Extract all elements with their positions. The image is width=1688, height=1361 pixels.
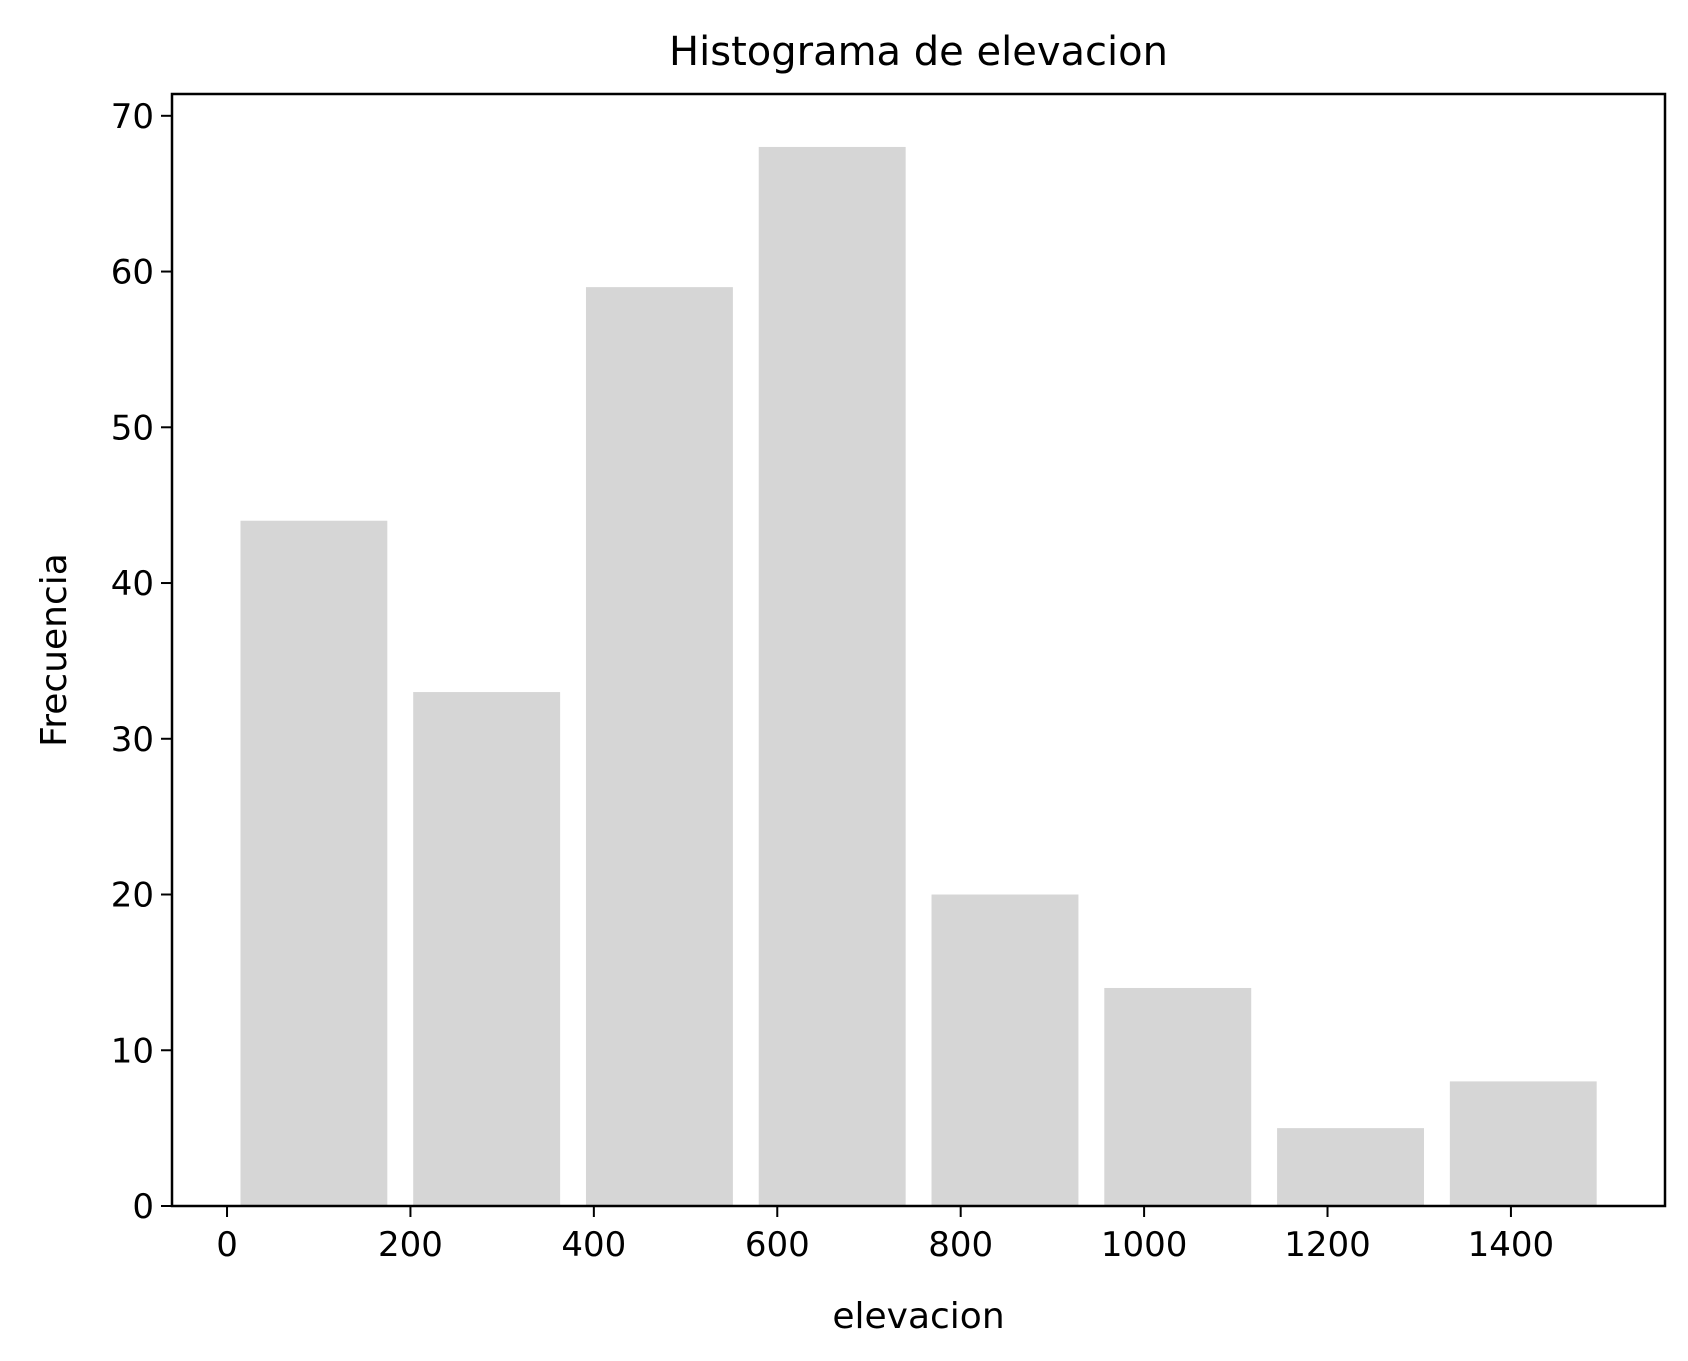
chart-title: Histograma de elevacion: [669, 29, 1168, 75]
x-tick-label: 0: [216, 1225, 238, 1265]
histogram-bar-5: [931, 894, 1079, 1206]
histogram-bar-1: [240, 520, 388, 1206]
y-axis-ticks: 0 10 20 30 40 50 60 70: [111, 97, 172, 1227]
y-axis-label: Frecuencia: [34, 553, 75, 747]
y-tick-label: 0: [132, 1187, 154, 1227]
x-tick-label: 800: [928, 1225, 993, 1265]
x-tick-label: 200: [378, 1225, 443, 1265]
bars-group: [240, 146, 1597, 1206]
histogram-bar-7: [1277, 1128, 1424, 1206]
x-tick-label: 400: [561, 1225, 626, 1265]
y-tick-label: 70: [111, 97, 154, 137]
y-tick-label: 40: [111, 564, 154, 604]
histogram-bar-2: [413, 692, 561, 1206]
y-tick-label: 60: [111, 253, 154, 293]
histogram-bar-4: [758, 146, 906, 1206]
y-tick-label: 20: [111, 876, 154, 916]
x-tick-label: 1000: [1101, 1225, 1188, 1265]
histogram-bar-3: [585, 287, 733, 1206]
y-tick-label: 30: [111, 720, 154, 760]
histogram-bar-6: [1104, 987, 1252, 1206]
y-tick-label: 50: [111, 408, 154, 448]
x-tick-label: 1400: [1468, 1225, 1555, 1265]
plot-frame: [170, 92, 1667, 1208]
histogram-bar-8: [1449, 1081, 1597, 1206]
x-axis-ticks: 0 200 400 600 800 1000 1200 1400: [216, 1206, 1554, 1265]
x-tick-label: 600: [745, 1225, 810, 1265]
x-axis-label: elevacion: [832, 1296, 1004, 1337]
x-tick-label: 1200: [1284, 1225, 1371, 1265]
y-tick-label: 10: [111, 1031, 154, 1071]
